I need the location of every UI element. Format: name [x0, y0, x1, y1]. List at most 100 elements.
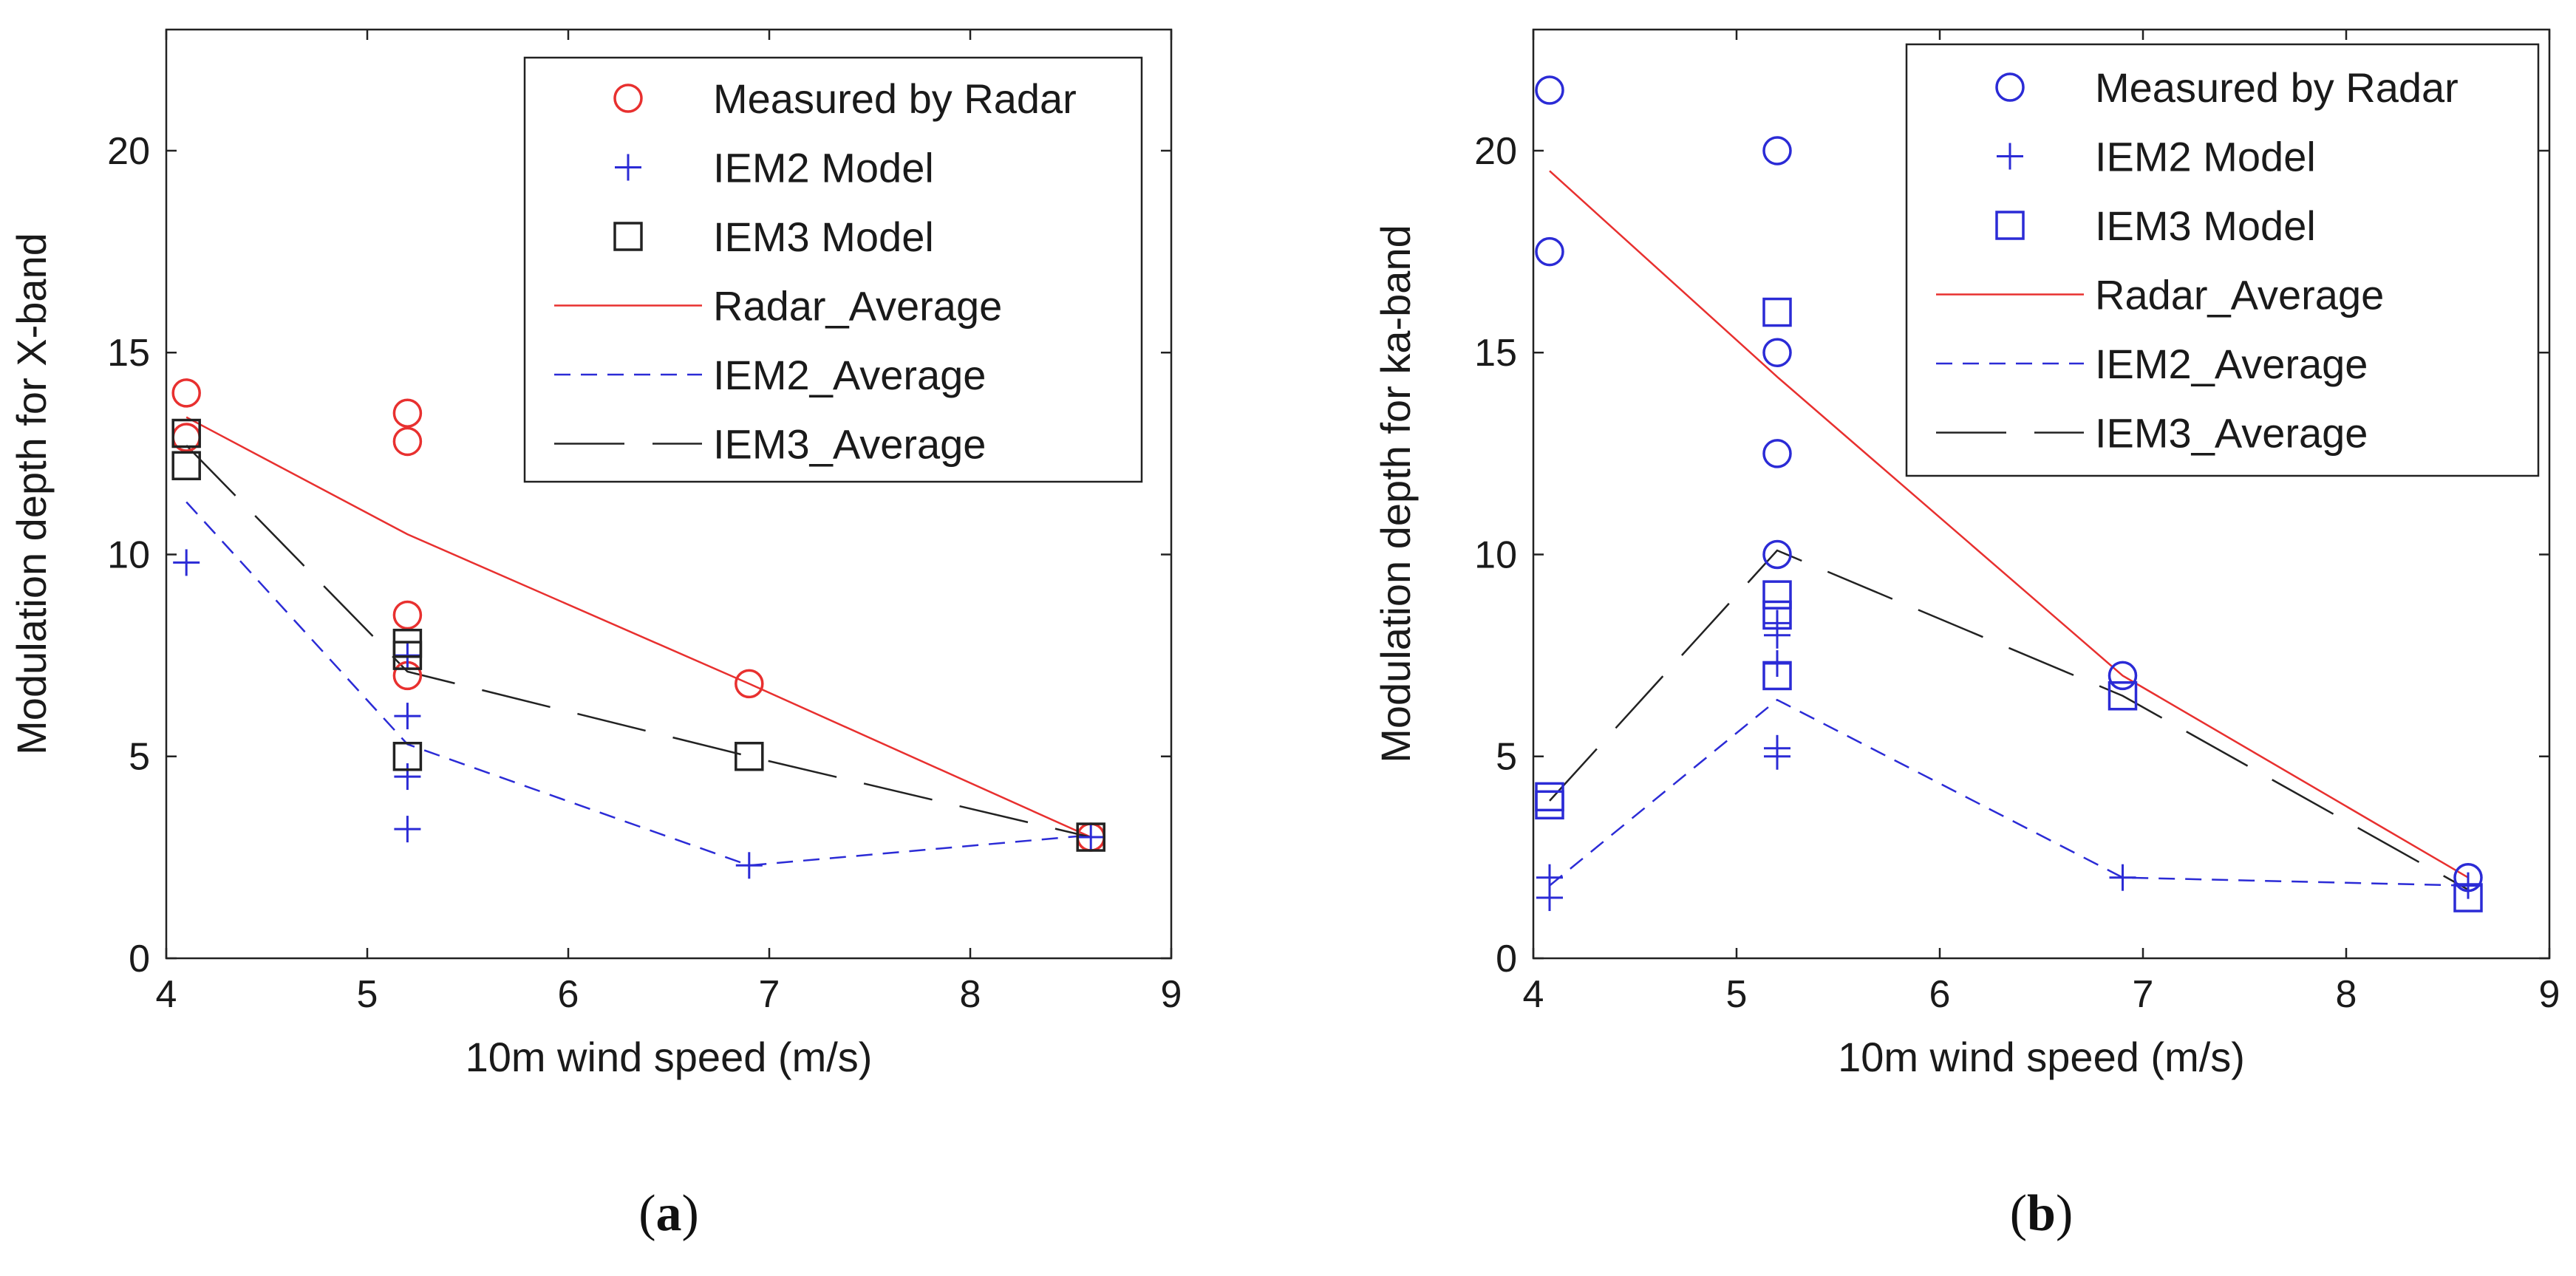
tick-group: 4 5 6 7 8 9 0 5 10 15 20: [107, 30, 1182, 1016]
legend-item: Measured by Radar: [1995, 64, 2459, 111]
legend-label: IEM2_Average: [713, 352, 986, 398]
series-line-iem2-average: [1549, 698, 2469, 887]
data-point: [1762, 338, 1792, 367]
x-axis-label: 10m wind speed (m/s): [466, 1034, 873, 1080]
data-point: [392, 741, 423, 771]
legend-label: IEM2 Model: [2095, 134, 2316, 180]
data-point: [392, 641, 423, 670]
legend-label: IEM3_Average: [2095, 410, 2368, 457]
figure-caption: (b): [2010, 1185, 2074, 1242]
y-tick-label: 20: [1474, 130, 1517, 173]
data-point: [394, 703, 421, 730]
data-point: [1762, 661, 1792, 691]
y-tick-label: 5: [129, 736, 150, 779]
legend-item: IEM2 Model: [1997, 134, 2316, 180]
y-tick-label: 15: [107, 332, 150, 375]
legend-label: IEM3_Average: [713, 421, 986, 468]
legend-item: Radar_Average: [554, 283, 1002, 330]
y-axis-label: Modulation depth for ka-band: [1372, 225, 1419, 763]
data-point: [1762, 580, 1792, 610]
data-point: [171, 378, 201, 408]
data-point: [1762, 297, 1792, 327]
x-tick-label: 9: [1161, 973, 1182, 1016]
legend-item: IEM3_Average: [554, 421, 986, 468]
data-point: [1076, 822, 1105, 852]
legend-box: [523, 56, 1143, 483]
caption-letter: a: [656, 1185, 682, 1242]
series-line-iem3-average: [185, 445, 1091, 839]
data-point: [394, 816, 421, 843]
x-tick-label: 5: [1726, 973, 1748, 1016]
legend-symbol: [613, 83, 643, 113]
data-point: [1535, 75, 1564, 105]
tick-group: 4 5 6 7 8 9 0 5 10 15 20: [1474, 30, 2560, 1016]
series-iem2-model: [173, 549, 1105, 879]
legend-item: IEM3 Model: [613, 214, 934, 260]
caption-close: ): [2056, 1185, 2073, 1242]
x-tick-label: 8: [2336, 973, 2357, 1016]
legend-item: IEM2_Average: [1936, 341, 2368, 387]
y-tick-label: 20: [107, 130, 150, 173]
legend-label: Measured by Radar: [713, 75, 1077, 122]
caption-open: (: [638, 1185, 655, 1242]
data-point: [392, 426, 423, 457]
data-point: [735, 669, 764, 699]
legend-symbol: [1995, 72, 2025, 102]
legend-item: Measured by Radar: [613, 75, 1077, 122]
legend-item: IEM2_Average: [554, 352, 986, 398]
series-group: [1535, 75, 2483, 912]
y-tick-label: 5: [1496, 736, 1517, 779]
data-point: [2108, 681, 2138, 711]
y-tick-label: 10: [107, 533, 150, 576]
x-tick-label: 7: [759, 973, 780, 1016]
x-tick-label: 6: [1929, 973, 1951, 1016]
data-point: [1536, 884, 1563, 912]
x-tick-label: 8: [960, 973, 981, 1016]
legend-box: [1905, 43, 2540, 477]
x-tick-label: 4: [156, 973, 177, 1016]
data-point: [1764, 621, 1790, 649]
legend-label: IEM3 Model: [2095, 202, 2316, 249]
x-axis-label: 10m wind speed (m/s): [1838, 1034, 2245, 1080]
x-tick-label: 9: [2539, 973, 2560, 1016]
legend-label: Radar_Average: [713, 283, 1002, 330]
chart-a: 4 5 6 7 8 9 0 5 10 15 20 10m wind speed (m/s) Modula…: [8, 28, 1182, 1242]
series-line-iem3-average: [1549, 549, 2469, 891]
data-point: [2108, 661, 2138, 691]
data-point: [2453, 883, 2483, 912]
x-tick-label: 4: [1523, 973, 1544, 1016]
data-point: [1762, 439, 1792, 468]
data-point: [394, 763, 421, 791]
series-iem3-model: [1535, 297, 2483, 912]
legend-label: Radar_Average: [2095, 272, 2384, 318]
y-tick-label: 0: [1496, 938, 1517, 980]
x-tick-label: 7: [2133, 973, 2154, 1016]
legend: Measured by Radar IEM2 Model IEM3 Model Rad…: [1905, 43, 2540, 477]
series-group: [171, 378, 1105, 879]
series-iem3-model: [171, 418, 1105, 852]
legend-item: IEM2 Model: [615, 145, 934, 191]
caption-letter: b: [2027, 1185, 2056, 1242]
legend-label: IEM3 Model: [713, 214, 934, 260]
y-tick-label: 0: [129, 938, 150, 980]
data-point: [1762, 136, 1792, 166]
y-tick-label: 10: [1474, 533, 1517, 576]
data-point: [392, 398, 423, 428]
data-point: [392, 600, 423, 630]
data-point: [171, 451, 201, 480]
data-point: [173, 549, 200, 576]
series-line-iem2-average: [185, 501, 1091, 867]
x-tick-label: 5: [357, 973, 378, 1016]
caption-close: ): [682, 1185, 699, 1242]
y-axis-label: Modulation depth for X-band: [8, 233, 55, 755]
legend-item: IEM3_Average: [1936, 410, 2368, 457]
y-tick-label: 15: [1474, 332, 1517, 375]
series-line-radar-average: [185, 416, 1091, 839]
caption-open: (: [2010, 1185, 2027, 1242]
data-point: [1077, 824, 1105, 851]
legend-item: Radar_Average: [1936, 272, 2384, 318]
series-iem2-model: [1536, 610, 2481, 912]
data-point: [735, 741, 764, 771]
legend: Measured by Radar IEM2 Model IEM3 Model Rad…: [523, 56, 1143, 483]
